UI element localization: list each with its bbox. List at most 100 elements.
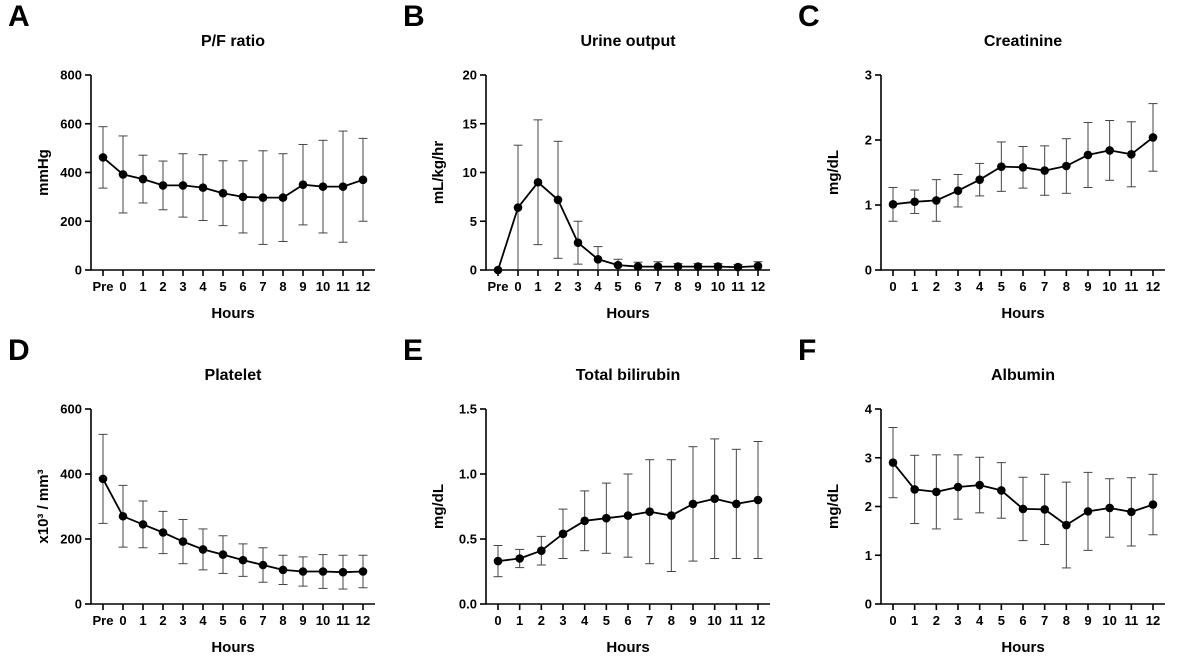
y-tick-label: 0 xyxy=(865,263,872,278)
data-point xyxy=(953,186,963,195)
data-point xyxy=(593,254,603,264)
x-tick-label: 2 xyxy=(554,279,561,294)
x-tick-label: 0 xyxy=(889,613,896,628)
data-point xyxy=(1127,150,1136,159)
x-tick-label: 11 xyxy=(729,613,743,628)
x-tick-label: 5 xyxy=(219,613,226,628)
x-tick-label: 12 xyxy=(356,279,370,294)
x-tick-label: 8 xyxy=(1063,279,1070,294)
x-tick-label: 0 xyxy=(494,613,501,628)
data-point xyxy=(238,192,248,202)
panel-label: A xyxy=(8,0,30,33)
data-point xyxy=(1083,507,1093,516)
data-point xyxy=(537,546,546,555)
data-point xyxy=(278,565,288,575)
x-tick-label: 2 xyxy=(933,613,940,628)
x-tick-label: 9 xyxy=(1084,613,1091,628)
x-tick-label: 3 xyxy=(574,279,581,294)
x-tick-label: 3 xyxy=(559,613,566,628)
data-point xyxy=(118,170,128,179)
data-point xyxy=(932,487,941,497)
data-point xyxy=(298,567,308,576)
y-tick-label: 600 xyxy=(60,116,82,131)
data-point xyxy=(1105,146,1114,155)
y-tick-label: 2 xyxy=(865,499,872,514)
x-tick-label: 5 xyxy=(998,279,1005,294)
x-tick-label: 12 xyxy=(1146,279,1160,294)
data-point xyxy=(553,195,563,205)
data-point xyxy=(1018,504,1028,514)
data-point xyxy=(158,181,168,190)
x-tick-label: 4 xyxy=(199,279,207,294)
chart-title: Total bilirubin xyxy=(575,367,681,384)
x-tick-label: 9 xyxy=(689,613,696,628)
data-point xyxy=(218,188,228,198)
x-tick-label: 10 xyxy=(316,613,330,628)
y-tick-label: 0 xyxy=(865,597,872,612)
x-tick-label: 7 xyxy=(654,279,661,294)
data-point xyxy=(533,177,543,187)
series-line xyxy=(497,181,759,271)
x-tick-label: 9 xyxy=(299,613,306,628)
data-point xyxy=(318,567,328,576)
x-tick-label: 5 xyxy=(998,613,1005,628)
x-tick-label: 5 xyxy=(219,279,226,294)
data-point xyxy=(258,560,268,570)
panel-b: B Urine output 0 5 10 15 20 Pre 0 1 2 3 4 5 6 7 8 9 10 11… xyxy=(395,0,785,334)
x-axis-label: Hours xyxy=(1001,639,1044,656)
data-point xyxy=(653,262,663,271)
y-tick-label: 0 xyxy=(470,263,477,278)
y-tick-label: 1 xyxy=(865,548,872,563)
data-point xyxy=(888,458,898,467)
data-point xyxy=(198,183,208,192)
x-tick-label: 8 xyxy=(668,613,675,628)
x-tick-label: 8 xyxy=(279,279,286,294)
y-tick-label: 0.5 xyxy=(459,532,477,547)
y-tick-label: 200 xyxy=(60,532,82,547)
data-point xyxy=(573,238,583,247)
x-tick-label: 6 xyxy=(624,613,631,628)
data-point xyxy=(138,174,148,184)
x-tick-label: 12 xyxy=(751,279,765,294)
x-tick-label: 10 xyxy=(316,279,330,294)
data-point xyxy=(910,197,919,207)
panel-f: F Albumin 0 1 2 3 4 0 1 2 3 4 5 6 7 8 9 10 11 12 Hours mg/d… xyxy=(790,334,1180,668)
data-point xyxy=(358,567,368,576)
data-point xyxy=(975,175,984,184)
x-tick-label: 4 xyxy=(581,613,589,628)
x-tick-label: 6 xyxy=(239,613,246,628)
data-point xyxy=(298,180,308,189)
data-point xyxy=(1105,503,1114,513)
x-tick-label: 3 xyxy=(179,279,186,294)
chart-title: Creatinine xyxy=(983,33,1063,50)
data-point xyxy=(558,529,568,539)
x-tick-label: 0 xyxy=(119,613,126,628)
data-point xyxy=(318,182,328,191)
x-tick-label: 12 xyxy=(356,613,370,628)
data-point xyxy=(1148,500,1158,509)
x-axis-label: Hours xyxy=(1001,305,1044,322)
y-axis-label: mg/dL xyxy=(825,150,842,195)
x-tick-label: 10 xyxy=(711,279,725,294)
data-point xyxy=(1062,520,1071,530)
data-point xyxy=(888,200,898,209)
x-tick-label: 10 xyxy=(1102,279,1116,294)
data-point xyxy=(98,474,108,484)
data-point xyxy=(633,262,643,271)
x-tick-label: 3 xyxy=(954,279,961,294)
chart-title: Platelet xyxy=(204,367,262,384)
x-tick-label: 2 xyxy=(159,279,166,294)
y-tick-label: 600 xyxy=(60,402,82,417)
data-point xyxy=(198,545,208,554)
data-point xyxy=(613,260,623,270)
x-axis-label: Hours xyxy=(606,639,649,656)
panel-e: E Total bilirubin 0.0 0.5 1.0 1.5 0 1 2 3 4 5 6 7 8 9… xyxy=(395,334,785,668)
data-point xyxy=(667,511,676,520)
data-point xyxy=(178,537,188,546)
x-tick-label: 7 xyxy=(1041,279,1048,294)
y-axis-label: mL/kg/hr xyxy=(430,141,447,205)
data-point xyxy=(98,153,108,162)
y-tick-label: 0 xyxy=(75,263,82,278)
